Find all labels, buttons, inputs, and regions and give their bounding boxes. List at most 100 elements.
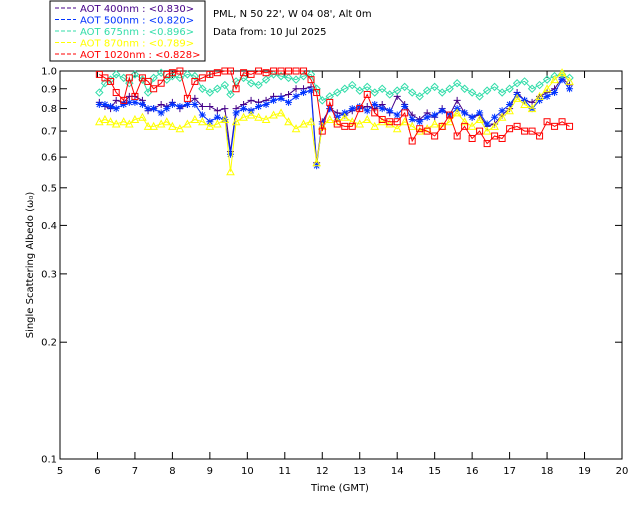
data-point bbox=[565, 73, 574, 83]
data-point bbox=[270, 67, 278, 75]
data-point bbox=[156, 119, 166, 128]
data-point bbox=[318, 120, 326, 128]
data-point bbox=[527, 84, 537, 93]
x-tick-label: 8 bbox=[169, 466, 175, 477]
data-point bbox=[363, 82, 372, 92]
data-point bbox=[101, 100, 109, 108]
data-point bbox=[528, 127, 536, 135]
legend-entry: AOT 870nm : <0.789> bbox=[80, 39, 194, 50]
data-point bbox=[416, 118, 424, 126]
data-point bbox=[100, 114, 110, 123]
data-point bbox=[138, 100, 146, 108]
data-point bbox=[231, 117, 241, 126]
data-point bbox=[276, 71, 286, 81]
data-point bbox=[261, 75, 271, 84]
data-point bbox=[299, 71, 308, 81]
data-point bbox=[138, 112, 147, 121]
data-point bbox=[401, 103, 409, 111]
data-point bbox=[198, 111, 206, 119]
data-point bbox=[285, 98, 293, 106]
x-tick-label: 12 bbox=[316, 466, 329, 477]
data-point bbox=[112, 89, 120, 97]
data-point bbox=[285, 90, 293, 98]
data-point bbox=[163, 105, 171, 113]
data-point bbox=[400, 82, 409, 92]
data-point bbox=[232, 109, 240, 117]
data-point bbox=[307, 87, 315, 95]
data-point bbox=[120, 100, 128, 108]
data-point bbox=[542, 75, 552, 84]
series-aot-1020nm bbox=[95, 67, 574, 148]
data-point bbox=[348, 105, 356, 113]
y-tick-label: 0.1 bbox=[41, 455, 57, 466]
data-point bbox=[385, 119, 395, 128]
data-point bbox=[378, 105, 386, 113]
data-point bbox=[111, 70, 121, 79]
data-point bbox=[325, 114, 335, 123]
data-point bbox=[505, 106, 514, 115]
y-tick-label: 1.0 bbox=[41, 67, 57, 78]
data-point bbox=[491, 113, 499, 121]
data-point bbox=[453, 96, 461, 104]
data-point bbox=[162, 117, 172, 126]
data-point bbox=[423, 113, 431, 121]
data-point bbox=[393, 118, 401, 126]
data-point bbox=[452, 79, 462, 88]
data-point bbox=[401, 109, 409, 117]
data-point bbox=[340, 84, 349, 93]
data-point bbox=[446, 111, 454, 119]
data-point bbox=[550, 75, 559, 84]
data-point bbox=[431, 111, 439, 119]
data-point bbox=[513, 122, 521, 130]
data-point bbox=[363, 107, 371, 115]
data-point bbox=[476, 127, 484, 135]
data-point bbox=[95, 88, 104, 97]
series-aot-870nm bbox=[95, 68, 574, 176]
legend-entry: AOT 400nm : <0.830> bbox=[80, 4, 194, 15]
data-point bbox=[551, 122, 559, 130]
data-point bbox=[120, 96, 128, 104]
data-point bbox=[220, 80, 230, 90]
data-point bbox=[190, 71, 200, 81]
data-point bbox=[130, 114, 140, 123]
data-point bbox=[183, 70, 192, 79]
data-point bbox=[467, 121, 477, 130]
data-point bbox=[276, 108, 286, 117]
data-point bbox=[355, 119, 365, 128]
data-point bbox=[95, 117, 104, 126]
data-point bbox=[269, 110, 278, 119]
data-point bbox=[239, 112, 248, 121]
plot-frame bbox=[59, 70, 623, 460]
data-point bbox=[378, 115, 386, 123]
data-point bbox=[247, 70, 255, 78]
data-point bbox=[226, 167, 235, 176]
data-point bbox=[407, 121, 417, 130]
data-point bbox=[318, 127, 326, 135]
data-point bbox=[566, 122, 574, 130]
data-point bbox=[226, 90, 235, 99]
x-tick-label: 19 bbox=[578, 466, 591, 477]
data-point bbox=[190, 114, 200, 123]
data-point bbox=[130, 70, 140, 79]
data-point bbox=[370, 121, 380, 130]
x-tick-label: 15 bbox=[428, 466, 441, 477]
legend: AOT 400nm : <0.830>AOT 500nm : <0.820>AO… bbox=[49, 0, 206, 62]
data-point bbox=[400, 117, 410, 126]
data-point bbox=[490, 121, 499, 130]
data-point bbox=[557, 68, 567, 77]
data-point bbox=[144, 77, 152, 85]
data-point bbox=[157, 109, 165, 117]
data-point bbox=[254, 112, 263, 121]
data-point bbox=[386, 107, 394, 115]
data-point bbox=[306, 117, 316, 126]
data-point bbox=[438, 122, 446, 130]
data-point bbox=[423, 127, 431, 135]
data-point bbox=[150, 105, 158, 113]
legend-entry: AOT 1020nm : <0.828> bbox=[80, 50, 200, 61]
data-point bbox=[255, 103, 263, 111]
data-point bbox=[246, 79, 256, 88]
data-point bbox=[101, 74, 109, 82]
data-point bbox=[356, 103, 364, 111]
data-point bbox=[191, 77, 199, 85]
